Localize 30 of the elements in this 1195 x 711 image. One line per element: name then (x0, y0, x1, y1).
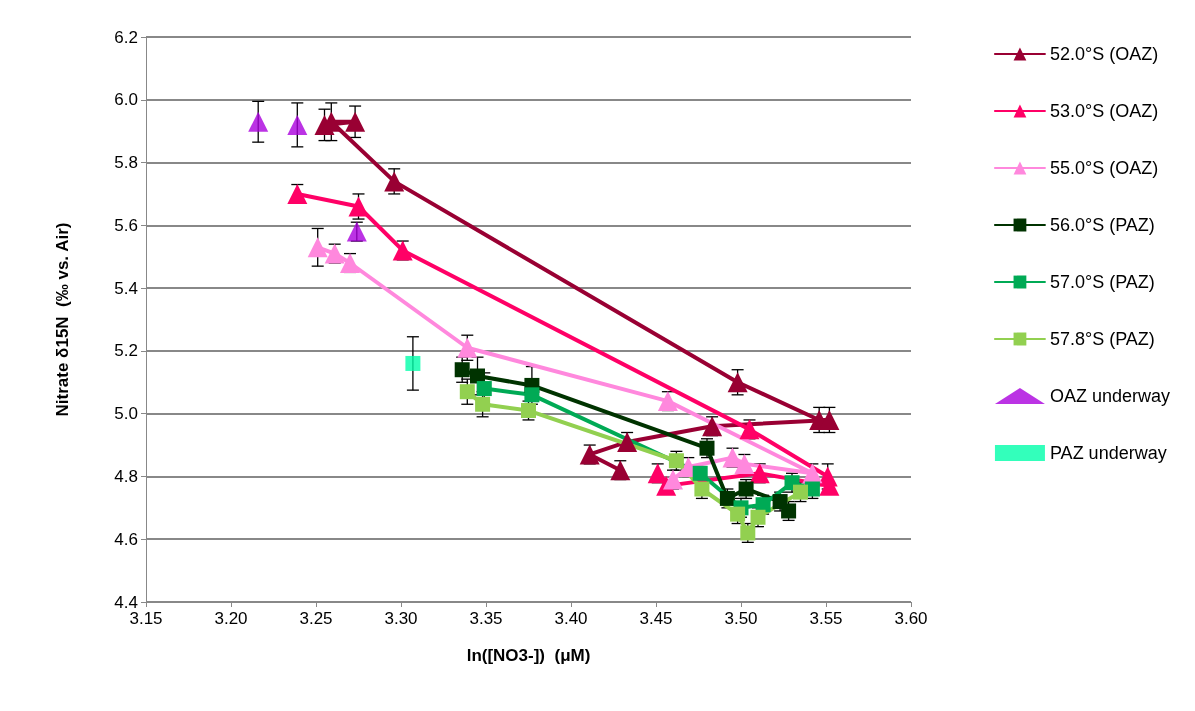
y-tick-label: 6.2 (114, 27, 138, 47)
x-tick-label: 3.55 (809, 609, 843, 628)
x-axis-title: ln([NO3-]) (μM) (466, 646, 591, 665)
legend-label: 57.8°S (PAZ) (1049, 329, 1155, 349)
x-tick-label: 3.30 (384, 609, 418, 628)
x-tick-label: 3.20 (214, 609, 248, 628)
y-tick-label: 5.0 (114, 404, 138, 424)
legend-label: 52.0°S (OAZ) (1049, 44, 1159, 64)
legend-label: 55.0°S (OAZ) (1049, 158, 1159, 178)
legend-label: PAZ underway (1049, 443, 1167, 463)
x-tick-label: 3.45 (639, 609, 673, 628)
x-tick-label: 3.60 (894, 609, 928, 628)
legend-label: 57.0°S (PAZ) (1049, 272, 1155, 292)
legend-label: OAZ underway (1049, 386, 1171, 406)
x-tick-label: 3.15 (129, 609, 163, 628)
legend-label: 56.0°S (PAZ) (1049, 215, 1155, 235)
y-tick-label: 4.8 (114, 466, 138, 486)
legend-label: 53.0°S (OAZ) (1049, 101, 1159, 121)
x-tick-label: 3.25 (299, 609, 333, 628)
y-tick-label: 5.6 (114, 215, 138, 235)
y-tick-label: 5.8 (114, 153, 138, 173)
y-tick-label: 4.6 (114, 529, 138, 549)
y-tick-label: 6.0 (114, 90, 138, 110)
y-tick-label: 5.2 (114, 341, 138, 361)
y-tick-label: 4.4 (114, 592, 138, 612)
x-tick-label: 3.50 (724, 609, 758, 628)
x-tick-label: 3.35 (469, 609, 503, 628)
x-tick-label: 3.40 (554, 609, 588, 628)
y-tick-label: 5.4 (114, 278, 138, 298)
y-axis-title: Nitrate δ15N (‰ vs. Air) (53, 222, 72, 417)
